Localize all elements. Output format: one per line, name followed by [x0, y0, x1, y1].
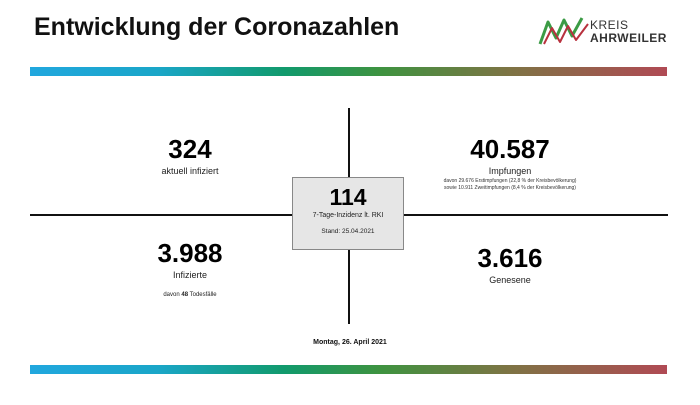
logo-text-ahrweiler: AHRWEILER: [590, 31, 667, 45]
recovered-value: 3.616: [477, 243, 543, 273]
logo-text-kreis: KREIS: [590, 18, 629, 32]
vaccinations-value: 40.587: [470, 134, 550, 164]
total-infected-label: Infizierte: [172, 270, 207, 280]
incidence-value: 114: [329, 184, 367, 210]
deaths-note: davon 48 Todesfälle: [90, 292, 290, 298]
incidence-label: 7-Tage-Inzidenz lt. RKI: [312, 212, 384, 219]
total-infected-value: 3.988: [157, 238, 223, 268]
vaccinations-note-first: davon 29.676 Erstimpfungen (22,8 % der K…: [443, 178, 577, 184]
stat-vaccinations: 40.587 Impfungen davon 29.676 Erstimpfun…: [410, 134, 610, 192]
logo-wave-icon: [538, 17, 589, 45]
deaths-suffix: Todesfälle: [189, 292, 217, 298]
report-date: Montag, 26. April 2021: [313, 339, 387, 346]
stat-recovered: 3.616 Genesene: [410, 243, 610, 285]
recovered-label: Genesene: [489, 275, 531, 285]
page-title: Entwicklung der Coronazahlen: [34, 13, 400, 41]
current-infected-value: 324: [168, 134, 212, 164]
bottom-gradient-bar: [30, 365, 667, 374]
incidence-stand: Stand: 25.04.2021: [321, 228, 375, 235]
stat-total-infected: 3.988 Infizierte davon 48 Todesfälle: [90, 238, 290, 298]
top-gradient-bar: [30, 67, 667, 76]
vaccinations-note-second: sowie 10.911 Zweitimpfungen (8,4 % der K…: [444, 185, 576, 191]
deaths-prefix: davon: [163, 292, 180, 298]
deaths-value: 48: [181, 292, 189, 298]
vaccinations-label: Impfungen: [488, 166, 532, 176]
incidence-box: 114 7-Tage-Inzidenz lt. RKI Stand: 25.04…: [292, 177, 404, 250]
stat-current-infected: 324 aktuell infiziert: [90, 134, 290, 176]
kreis-ahrweiler-logo: KREIS AHRWEILER: [538, 10, 678, 50]
current-infected-label: aktuell infiziert: [161, 166, 219, 176]
